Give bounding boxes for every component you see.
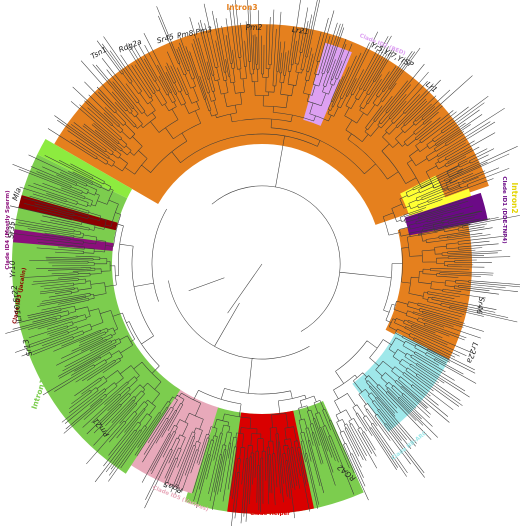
gene-label-lr22a: Lr22a (465, 341, 480, 365)
clade-label-id1: Clade ID1 (DDE-TNP4) (501, 176, 507, 244)
sector-intron3-b (385, 213, 473, 363)
clade-label-intron3: Intron3 (226, 3, 257, 12)
tree-branches (5, 0, 520, 526)
gene-label-sr35: Sr35 (6, 221, 17, 239)
clade-sectors (11, 24, 489, 515)
clade-label-intron1: Intron1 (30, 378, 48, 410)
gene-label-mla: Mla (10, 186, 23, 202)
sector-id4 (13, 229, 114, 251)
gene-label-tsn1: Tsn1 (89, 45, 108, 61)
sector-nb-arc (352, 332, 450, 432)
gene-label-pm2: Pm2 (246, 23, 263, 32)
clade-label-intron2: Intron2 (510, 182, 519, 213)
gene-label-sr13: Sr13 (21, 338, 34, 357)
clade-label-id4: Clade ID4 (Mostly Sperm) (5, 190, 11, 270)
gene-label-yr10: Yr10 (8, 260, 18, 278)
sector-id5 (124, 386, 219, 494)
branch-lines (5, 0, 520, 526)
gene-label-lr21: Lr21 (291, 25, 309, 36)
sector-mla (37, 139, 133, 199)
gene-label-sr46: Sr46 (474, 296, 486, 315)
sector-id2 (303, 42, 352, 126)
clade-label-helper: Clade Helper (250, 511, 290, 517)
